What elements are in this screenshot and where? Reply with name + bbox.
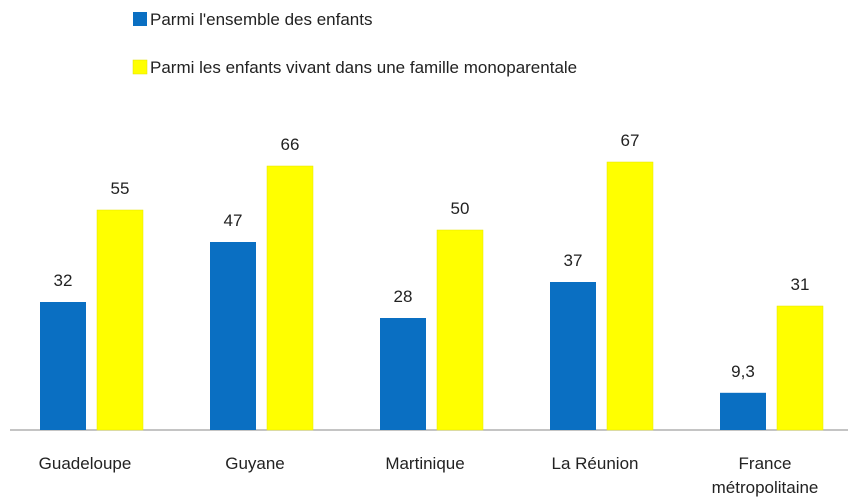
bar: [380, 318, 426, 430]
x-tick-label: France métropolitaine: [711, 454, 819, 497]
legend-swatch: [133, 12, 147, 26]
bar: [606, 161, 654, 431]
x-tick-label: Guyane: [225, 454, 285, 473]
value-label: 9,3: [731, 362, 755, 381]
value-label: 28: [394, 287, 413, 306]
bar: [720, 392, 766, 430]
bar: [40, 302, 86, 430]
x-tick-label: La Réunion: [551, 454, 639, 473]
x-tick-label: Guadeloupe: [38, 454, 132, 473]
legend-label: Parmi l'ensemble des enfants: [150, 10, 372, 29]
bar: [776, 305, 824, 431]
bar: [436, 229, 484, 431]
value-label: 55: [111, 179, 130, 198]
bar: [96, 209, 144, 431]
legend-label: Parmi les enfants vivant dans une famill…: [150, 58, 577, 77]
value-label: 31: [791, 275, 810, 294]
bar: [210, 242, 256, 430]
value-label: 47: [224, 211, 243, 230]
legend-swatch: [132, 59, 148, 75]
value-label: 66: [281, 135, 300, 154]
x-tick-label: Martinique: [385, 454, 465, 473]
value-label: 50: [451, 199, 470, 218]
bar: [266, 165, 314, 431]
value-label: 67: [621, 131, 640, 150]
value-label: 32: [54, 271, 73, 290]
bar: [550, 282, 596, 430]
value-label: 37: [564, 251, 583, 270]
